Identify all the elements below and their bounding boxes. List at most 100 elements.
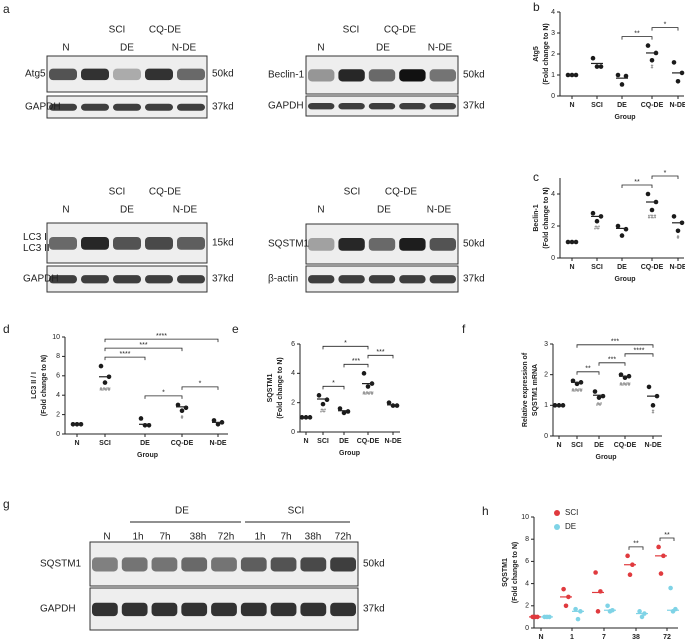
dot [142,422,148,428]
y-tick-label: 4 [551,9,555,16]
lane-label: DE [120,43,134,54]
dot [183,405,189,411]
band [399,238,426,251]
dot [573,606,578,612]
blot-group-label: SCI [109,25,126,36]
dot [600,393,606,399]
row-label: GAPDH [23,274,59,285]
sig-label: *** [608,357,616,364]
sig-bracket [576,344,654,348]
hash-label: #### [619,382,630,388]
lane-label: 1h [254,532,265,543]
blot-group-label: CQ-DE [149,25,182,36]
band [330,602,356,617]
band [177,275,205,284]
y-tick-label: 0 [56,431,60,438]
y-axis-label: SQSTM1 mRNA [532,364,539,416]
band [368,103,396,110]
y-tick-label: 2 [551,51,555,58]
lane-label: N [317,205,324,216]
band [81,237,109,250]
x-axis-label: Group [596,454,617,461]
y-tick-label: 2 [525,603,529,610]
blot-group-label: CQ-DE [385,187,418,198]
band [113,68,141,81]
dot [386,400,392,405]
dot [341,410,347,416]
dot [646,384,652,390]
sig-label: * [162,390,165,397]
y-tick-label: 0 [551,93,555,100]
x-tick-label: DE [140,440,150,447]
band [113,237,141,250]
y-tick-label: 3 [551,30,555,37]
dot [175,402,181,408]
band [368,238,396,251]
dot [615,72,621,78]
x-tick-label: N-DE [644,442,661,449]
y-tick-label: 0 [551,255,555,262]
band [338,103,365,110]
legend-label: DE [565,522,576,531]
dot [593,570,598,575]
sig-label: ** [664,532,670,539]
legend-dot [554,510,560,516]
y-tick-label: 0 [291,429,295,436]
hash-label: ### [648,214,657,220]
size-label: 37kd [363,604,385,615]
sig-bracket [104,338,219,343]
lane-label: 72h [335,532,352,543]
y-tick-label: 4 [291,370,295,377]
hash-label: # [181,415,184,421]
x-tick-label: N [303,438,308,445]
y-tick-label: 2 [291,400,295,407]
y-axis-label: SQSTM1 [267,374,274,403]
band [308,238,335,251]
sig-label: ** [634,30,640,37]
sig-bracket [651,175,679,179]
lane-label: N-DE [173,205,198,216]
band [145,103,173,111]
band [368,275,396,284]
size-label: 50kd [212,69,234,80]
dot [649,207,655,213]
y-axis-label: Relative expression of [522,352,529,427]
x-tick-label: DE [617,264,627,271]
band [399,275,426,284]
lane-label: N [317,43,324,54]
band [399,69,426,82]
x-tick-label: DE [339,438,349,445]
band [113,103,141,111]
lane-label: 38h [305,532,322,543]
band [177,68,205,81]
sig-bracket [343,363,369,368]
sig-bracket [104,347,183,352]
dot [623,73,629,79]
sig-bracket [598,362,626,366]
band [330,557,356,572]
blot-group-label: CQ-DE [384,25,417,36]
size-label: 50kd [363,559,385,570]
dot [316,393,322,398]
y-tick-label: 1 [544,402,548,409]
x-tick-label: SCI [317,438,329,445]
dot [605,603,610,609]
dot [675,79,681,84]
dot [211,418,217,423]
sig-label: ** [633,541,639,548]
band [270,557,297,572]
sig-bracket [322,345,369,350]
x-tick-label: N-DE [669,102,685,109]
dot [365,384,371,389]
dot [656,544,661,550]
dot [215,422,221,427]
band [181,602,208,617]
sig-bracket [621,184,653,188]
lane-label: N [62,205,69,216]
x-axis-label: Group [615,114,636,121]
dot [394,403,400,408]
lane-label: 38h [190,532,207,543]
hash-label: #### [571,388,582,394]
y-tick-label: 0 [544,433,548,440]
x-tick-label: CQ-DE [641,264,664,271]
